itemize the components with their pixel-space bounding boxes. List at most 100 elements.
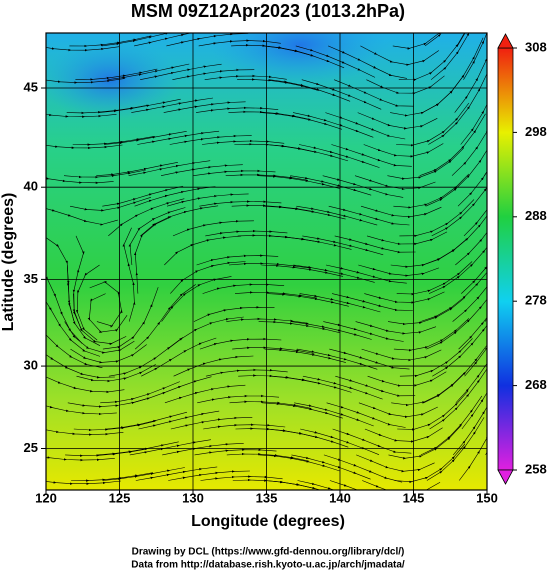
streamline <box>463 173 487 237</box>
x-tick-label: 135 <box>256 490 278 505</box>
streamline <box>461 367 487 430</box>
streamline <box>134 186 216 207</box>
streamline <box>325 264 407 284</box>
colorbar-tick-label: 278 <box>525 293 547 308</box>
streamline <box>430 33 479 80</box>
streamline <box>364 291 445 304</box>
x-tick-label: 140 <box>329 490 351 505</box>
colorbar-extend-bottom <box>497 469 514 485</box>
streamline <box>194 448 277 456</box>
streamline <box>193 306 275 322</box>
streamline <box>334 235 416 254</box>
x-tick-label: 150 <box>476 490 498 505</box>
streamline <box>329 480 394 490</box>
streamline <box>451 110 487 176</box>
streamline <box>392 33 454 50</box>
streamline <box>205 368 288 377</box>
streamline <box>366 231 448 246</box>
streamline <box>460 71 487 145</box>
streamline <box>327 45 408 79</box>
streamline <box>463 33 487 80</box>
streamline <box>363 143 444 158</box>
y-tick-label: 35 <box>24 271 38 286</box>
streamline <box>172 220 254 237</box>
streamline <box>205 229 288 237</box>
streamline <box>170 416 253 430</box>
streamline <box>329 348 410 370</box>
plot-frame <box>45 32 488 491</box>
streamline <box>141 337 217 377</box>
streamline <box>202 283 285 294</box>
streamline <box>46 376 125 394</box>
streamline <box>128 160 211 176</box>
streamline <box>75 264 100 341</box>
streamline <box>458 419 487 481</box>
x-tick-label: 125 <box>109 490 131 505</box>
colorbar-tick-label: 288 <box>525 208 547 223</box>
streamline <box>167 316 244 350</box>
streamline <box>201 139 285 145</box>
footer-line: Drawing by DCL (https://www.gfd-dennou.o… <box>132 547 405 558</box>
x-axis-label: Longitude (degrees) <box>191 513 345 530</box>
streamline <box>160 164 243 176</box>
streamline <box>424 33 475 47</box>
streamline <box>464 316 487 377</box>
streamline <box>87 293 128 333</box>
streamline <box>195 106 279 113</box>
streamline <box>452 395 487 456</box>
y-tick-label: 40 <box>24 179 38 194</box>
streamline <box>458 291 487 350</box>
y-axis-label: Latitude (degrees) <box>0 193 17 332</box>
colorbar: 258 268 278 288 298 308 <box>497 33 547 485</box>
streamline <box>331 293 413 312</box>
streamline <box>164 384 246 404</box>
streamline <box>134 33 201 47</box>
streamline <box>173 355 254 377</box>
y-tick-label: 30 <box>24 358 38 373</box>
streamline <box>200 475 283 481</box>
colorbar-tick-label: 258 <box>525 461 547 476</box>
streamline <box>164 235 242 266</box>
streamline <box>46 208 118 226</box>
streamline <box>137 130 220 145</box>
streamline <box>362 480 441 490</box>
y-tick-label: 45 <box>24 79 38 94</box>
streamline <box>101 33 170 47</box>
streamline <box>138 410 220 430</box>
streamline <box>170 261 246 294</box>
streamline <box>452 266 487 322</box>
streamline <box>328 205 410 226</box>
cold-region <box>46 40 180 120</box>
streamline <box>454 37 487 113</box>
streamline <box>199 337 282 350</box>
streamline <box>46 144 123 150</box>
streamline <box>455 344 487 404</box>
streamline <box>331 144 412 167</box>
streamline <box>163 101 246 113</box>
streamline <box>122 227 136 322</box>
streamline <box>46 480 121 485</box>
streamline <box>46 177 114 185</box>
streamline <box>461 235 487 294</box>
chart-title: MSM 09Z12Apr2023 (1013.2hPa) <box>131 1 405 21</box>
streamline <box>132 376 212 404</box>
streamline <box>193 169 276 176</box>
colorbar-extend-top <box>497 33 514 49</box>
streamline <box>196 254 279 266</box>
map-field <box>46 33 487 490</box>
streamline <box>197 394 280 404</box>
streamline <box>168 470 250 481</box>
streamline <box>46 46 120 52</box>
streamline <box>325 112 406 140</box>
streamline <box>297 480 363 490</box>
streamline <box>166 193 249 207</box>
colorbar-tick-label: 268 <box>525 377 547 392</box>
streamline <box>166 33 249 47</box>
streamline <box>333 79 414 107</box>
streamline <box>323 454 403 483</box>
streamline <box>332 428 412 454</box>
streamline <box>135 466 218 481</box>
streamline <box>199 200 282 207</box>
colorbar-tick-label: 308 <box>525 39 547 54</box>
